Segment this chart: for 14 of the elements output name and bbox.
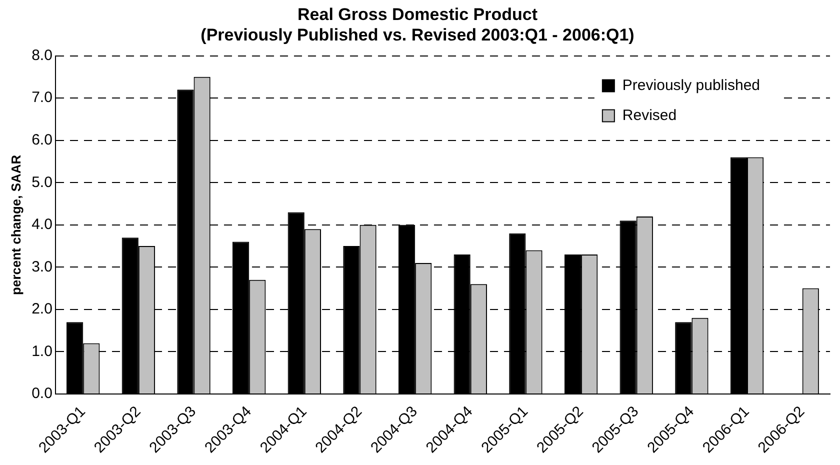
legend-label: Previously published	[622, 76, 760, 94]
y-tick-label: 2.0	[32, 300, 52, 318]
text: (Previously Published vs. Revised 2003:Q1 - 2006:Q1)	[200, 25, 634, 44]
text: Real Gross Domestic Product	[298, 4, 538, 24]
y-axis-title: percent change, SAAR	[8, 154, 24, 295]
y-tick-label: 6.0	[32, 131, 52, 148]
y-tick-label: 3.0	[32, 258, 52, 276]
legend-label: Revised	[622, 106, 677, 124]
y-tick-label: 5.0	[32, 174, 52, 191]
y-tick-label: 0.0	[32, 385, 52, 402]
y-tick-label: 4.0	[32, 216, 52, 234]
y-tick-label: 8.0	[32, 46, 52, 64]
y-tick-label: 7.0	[32, 89, 52, 106]
y-tick-label: 1.0	[32, 342, 52, 360]
